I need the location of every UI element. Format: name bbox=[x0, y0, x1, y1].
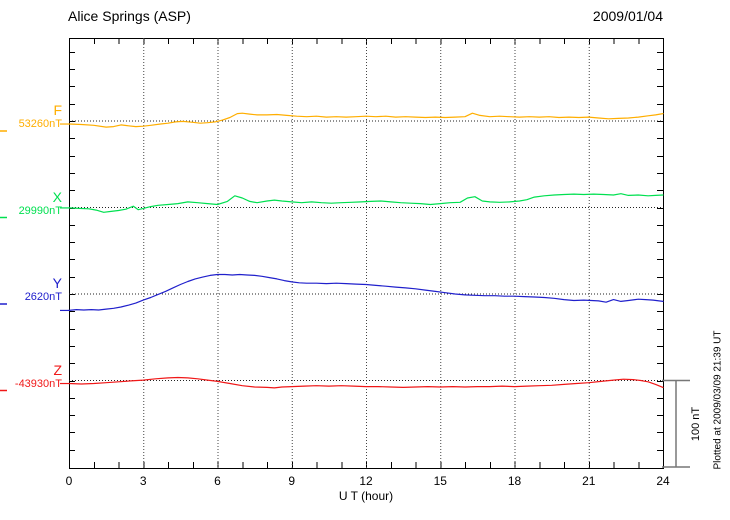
channel-baseline-value-Y: 2620nT bbox=[24, 291, 62, 303]
station-title: Alice Springs (ASP) bbox=[68, 8, 191, 24]
date-label: 2009/01/04 bbox=[592, 8, 663, 24]
channel-baseline-value-X: 29990nT bbox=[18, 204, 62, 217]
trace-Z bbox=[68, 376, 664, 389]
scale-bar-label: 100 nT bbox=[690, 406, 702, 442]
trace-X bbox=[68, 193, 664, 213]
trace-F bbox=[68, 112, 664, 128]
x-tick-label: 3 bbox=[139, 474, 147, 488]
x-tick-label: 0 bbox=[65, 474, 73, 488]
x-axis-label: U T (hour) bbox=[338, 489, 394, 503]
channel-baseline-value-Z: -43930nT bbox=[14, 377, 62, 390]
channel-baseline-value-F: 53260nT bbox=[18, 118, 62, 130]
x-tick-label: 24 bbox=[656, 474, 670, 488]
channel-label-Y: Y bbox=[52, 275, 62, 291]
x-tick-label: 9 bbox=[288, 474, 296, 488]
channel-label-X: X bbox=[52, 188, 62, 205]
x-tick-label: 12 bbox=[359, 474, 373, 488]
scale-bar bbox=[662, 379, 690, 468]
vertical-gridlines bbox=[143, 38, 590, 468]
trace-Y bbox=[68, 273, 664, 311]
hour-ticks bbox=[93, 38, 640, 468]
channel-label-Z: Z bbox=[53, 361, 62, 378]
x-tick-label: 21 bbox=[582, 474, 596, 488]
x-tick-label: 6 bbox=[214, 474, 221, 488]
plotted-at-note: Plotted at 2009/03/09 21:39 UT bbox=[712, 330, 724, 470]
channel-label-F: F bbox=[53, 102, 62, 118]
x-tick-label: 18 bbox=[507, 474, 522, 488]
x-tick-label: 15 bbox=[433, 474, 447, 488]
